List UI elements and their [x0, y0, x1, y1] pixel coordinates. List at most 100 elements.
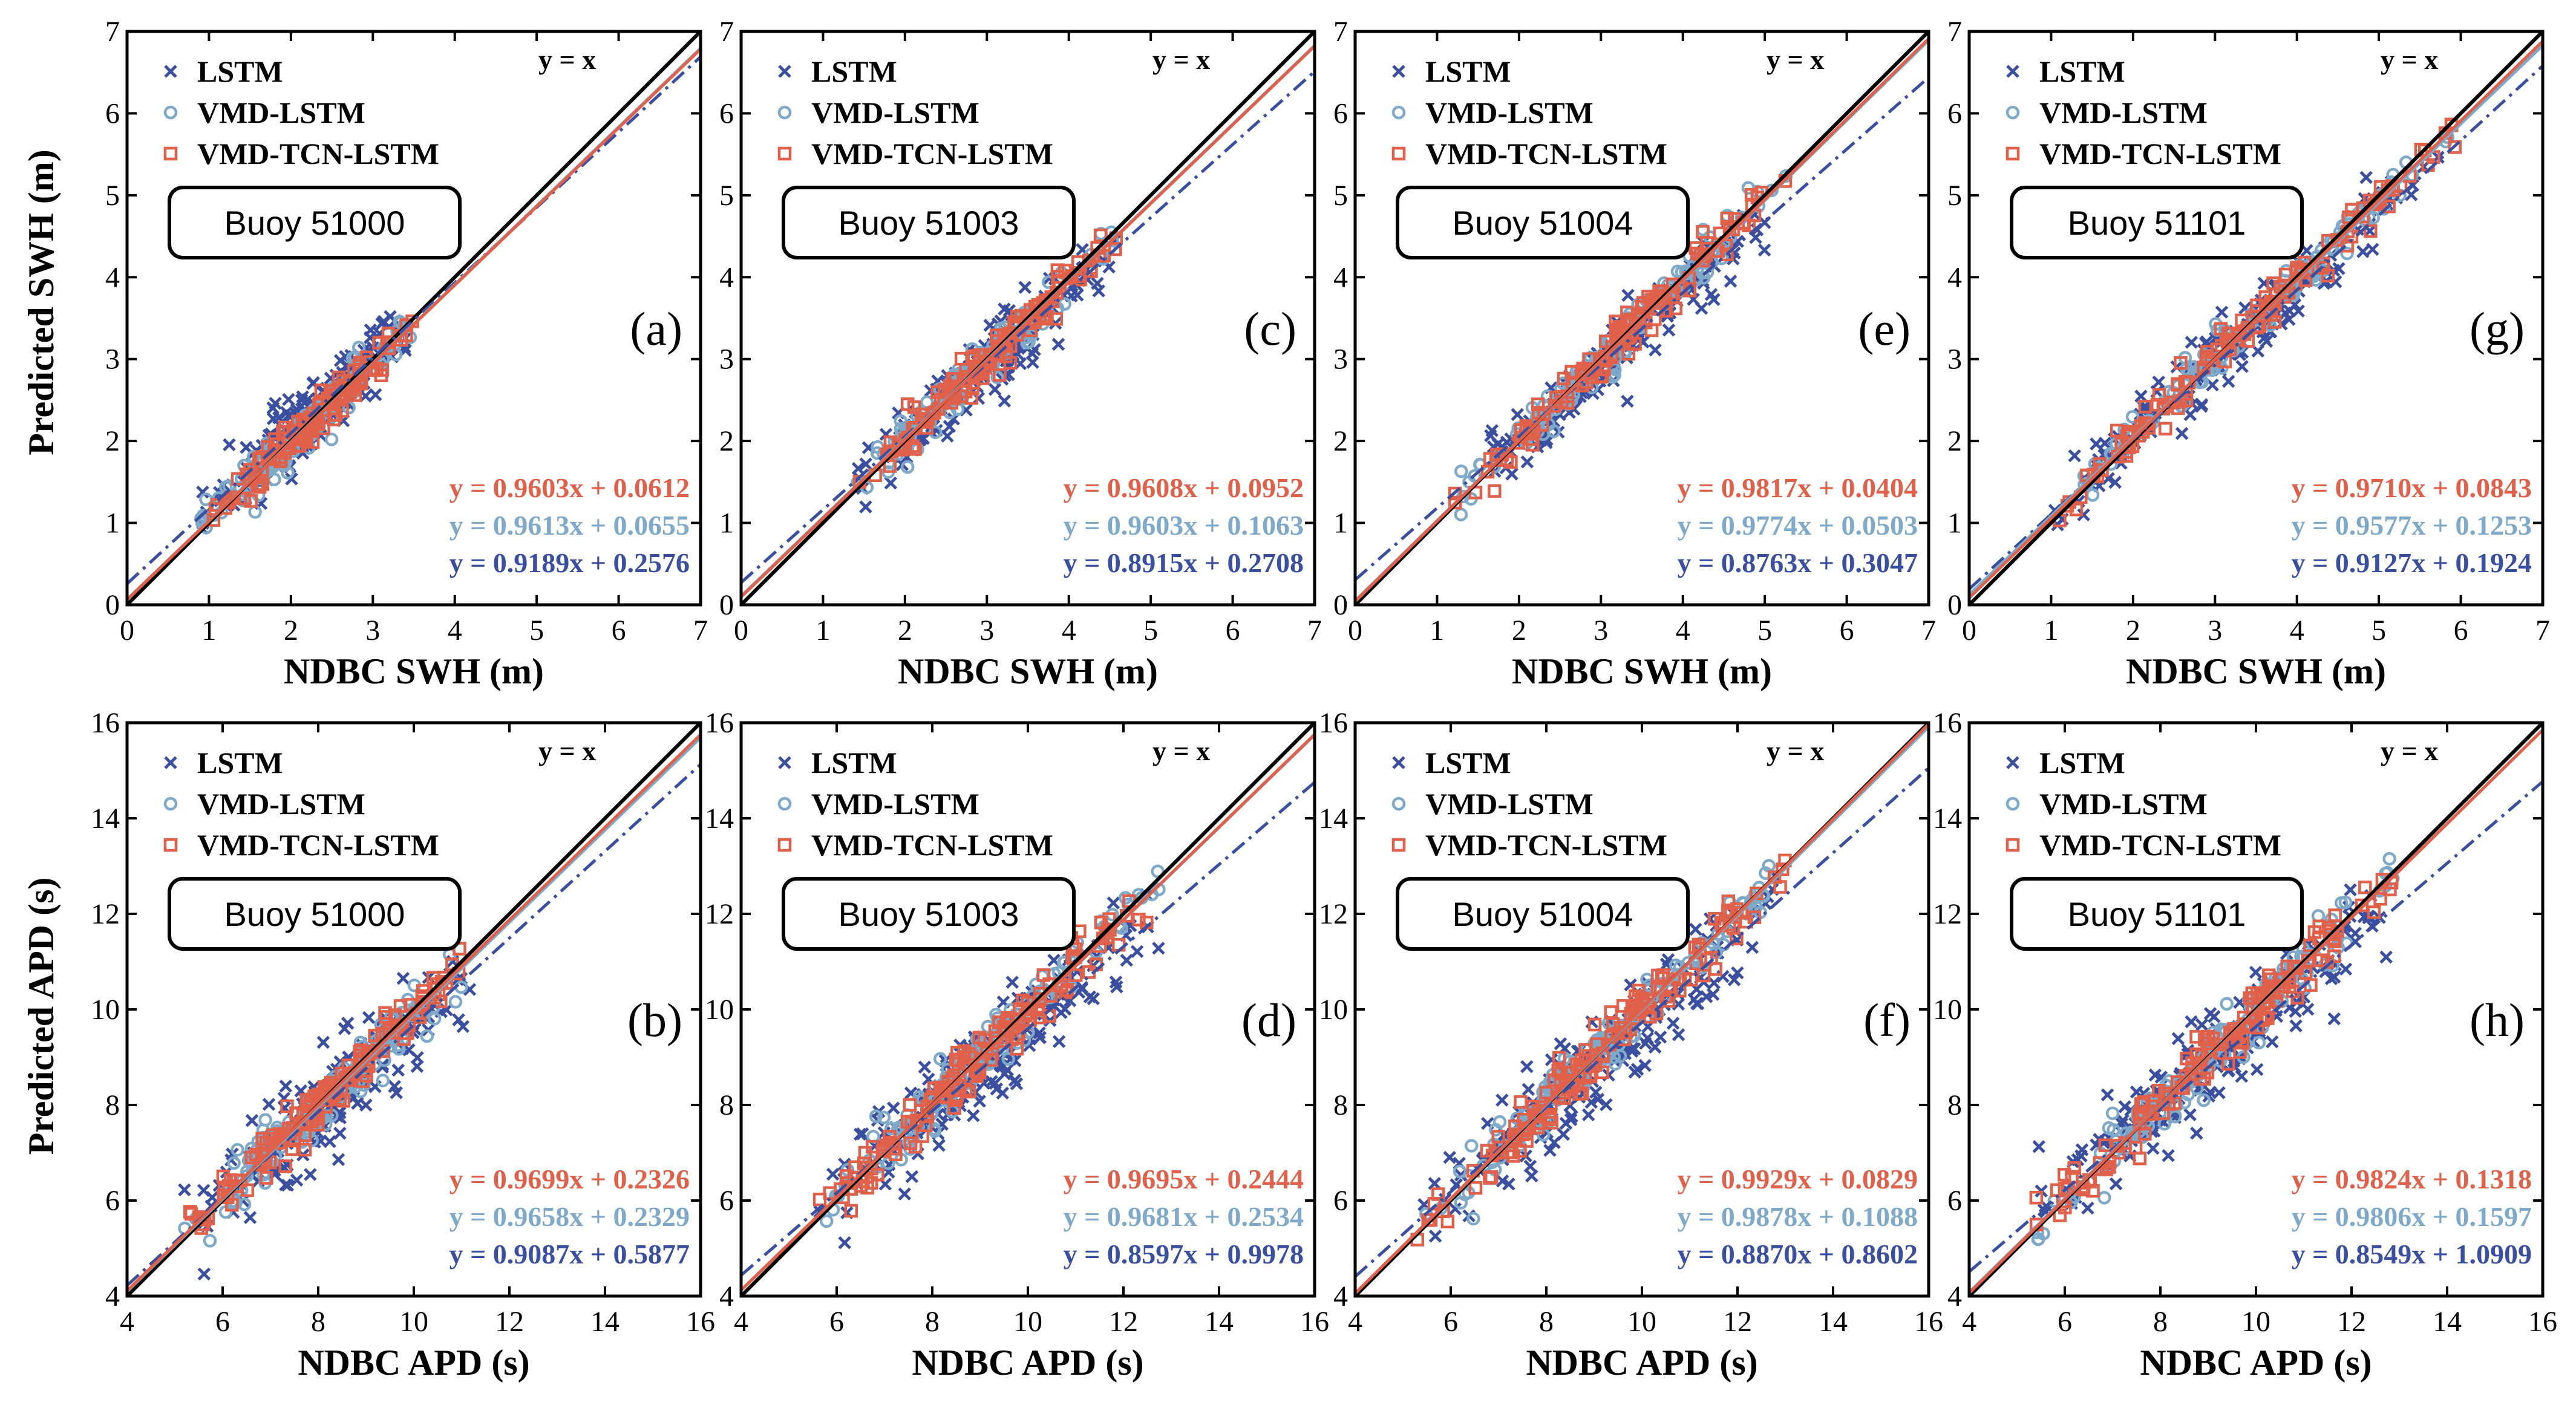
fit-equation-vmd-tcn-lstm: y = 0.9608x + 0.0952 — [1064, 472, 1304, 503]
point-vmd-tcn-lstm — [2316, 256, 2330, 270]
point-lstm — [1051, 337, 1065, 351]
y-tick-label: 0 — [719, 589, 734, 621]
point-vmd-tcn-lstm — [1049, 312, 1063, 326]
point-lstm — [996, 1086, 1010, 1100]
point-vmd-tcn-lstm — [1488, 484, 1502, 498]
y-tick-label: 10 — [1933, 994, 1962, 1026]
point-lstm — [2195, 398, 2209, 411]
point-lstm — [2152, 375, 2165, 389]
y-tick-label: 7 — [1333, 16, 1348, 48]
point-vmd-tcn-lstm — [926, 406, 940, 421]
point-vmd-tcn-lstm — [1643, 1009, 1657, 1024]
x-tick-label: 8 — [311, 1306, 325, 1338]
point-lstm — [1653, 1031, 1667, 1044]
point-vmd-tcn-lstm — [1102, 912, 1116, 926]
point-vmd-lstm — [237, 1198, 252, 1211]
x-tick-label: 16 — [2528, 1306, 2557, 1338]
axes-frame — [1353, 30, 1930, 607]
legend-marker-vmd-tcn-lstm — [777, 838, 792, 852]
point-vmd-tcn-lstm — [2110, 1139, 2125, 1153]
legend-marker-vmd-lstm — [777, 105, 792, 120]
point-lstm — [1033, 1031, 1047, 1044]
fit-line-vmd-tcn-lstm — [741, 733, 1315, 1292]
y-tick-label: 1 — [719, 507, 734, 539]
point-lstm — [2250, 1063, 2264, 1077]
y-tick-label: 10 — [705, 994, 734, 1026]
point-vmd-tcn-lstm — [1648, 312, 1662, 326]
x-tick-label: 3 — [1594, 614, 1608, 647]
x-tick-label: 14 — [590, 1306, 619, 1338]
x-tick-label: 1 — [816, 614, 830, 647]
x-tick-label: 4 — [1962, 1306, 1976, 1338]
point-vmd-tcn-lstm — [183, 1205, 197, 1219]
y-tick-label: 7 — [1947, 16, 1962, 48]
point-vmd-tcn-lstm — [2367, 905, 2381, 919]
buoy-box — [2010, 877, 2304, 951]
point-lstm — [456, 1020, 470, 1033]
point-vmd-tcn-lstm — [1767, 870, 1782, 884]
panel-letter: (a) — [630, 302, 682, 355]
point-lstm — [1130, 945, 1144, 958]
x-tick-label: 10 — [1013, 1306, 1042, 1338]
point-vmd-tcn-lstm — [2132, 1107, 2146, 1121]
point-vmd-tcn-lstm — [1529, 1108, 1543, 1123]
y-tick-label: 6 — [105, 97, 120, 129]
point-vmd-lstm — [1465, 1139, 1479, 1153]
legend-marker-vmd-lstm — [2006, 797, 2020, 811]
buoy-box — [782, 877, 1076, 951]
fit-line-vmd-tcn-lstm — [1969, 40, 2543, 599]
legend-label-vmd-lstm: VMD-LSTM — [1425, 787, 1594, 821]
x-tick-label: 7 — [693, 614, 708, 647]
point-vmd-tcn-lstm — [1514, 1095, 1528, 1109]
x-tick-label: 10 — [1627, 1306, 1656, 1338]
x-tick-label: 6 — [1840, 614, 1854, 647]
panel-h: 44 6 6 8 8 10 10 12 12 14 14 16 16 NDBC APD (s) LSTM VM… — [1933, 707, 2557, 1383]
point-vmd-tcn-lstm — [2358, 880, 2372, 895]
axes-frame — [739, 30, 1316, 607]
point-vmd-tcn-lstm — [1014, 309, 1028, 323]
y-tick-label: 7 — [105, 16, 120, 48]
x-tick-label: 12 — [1723, 1306, 1752, 1338]
point-lstm — [1589, 1086, 1603, 1099]
fit-equation-lstm: y = 0.8763x + 0.3047 — [1678, 547, 1918, 578]
point-vmd-tcn-lstm — [2119, 449, 2134, 463]
buoy-label: Buoy 51101 — [2068, 895, 2246, 933]
y-tick-label: 7 — [719, 16, 734, 48]
point-lstm — [2404, 188, 2418, 201]
point-lstm — [998, 394, 1012, 408]
fit-equation-vmd-tcn-lstm: y = 0.9695x + 0.2444 — [1064, 1164, 1304, 1194]
fit-equation-vmd-tcn-lstm: y = 0.9710x + 0.0843 — [2292, 472, 2532, 503]
point-lstm — [1691, 997, 1705, 1011]
fit-equation-vmd-tcn-lstm: y = 0.9929x + 0.0829 — [1678, 1164, 1918, 1194]
point-lstm — [277, 1092, 291, 1105]
point-lstm — [1600, 1098, 1613, 1112]
point-vmd-lstm — [448, 995, 463, 1009]
point-vmd-tcn-lstm — [1505, 1145, 1519, 1159]
legend: LSTM VMD-LSTM VMD-TCN-LSTM — [777, 746, 1053, 862]
point-vmd-lstm — [1001, 1052, 1015, 1066]
point-vmd-lstm — [2220, 997, 2234, 1011]
x-tick-label: 6 — [1226, 614, 1240, 647]
point-lstm — [285, 472, 298, 486]
point-lstm — [1500, 435, 1514, 449]
panel-letter: (h) — [2470, 994, 2525, 1046]
point-lstm — [851, 461, 865, 475]
point-lstm — [1666, 1017, 1680, 1030]
y-tick-label: 1 — [1947, 507, 1962, 539]
point-vmd-lstm — [1151, 864, 1165, 879]
point-lstm — [1565, 1110, 1578, 1123]
point-vmd-lstm — [933, 1052, 947, 1066]
point-lstm — [1662, 324, 1676, 337]
y-tick-label: 5 — [105, 180, 120, 212]
legend: LSTM VMD-LSTM VMD-TCN-LSTM — [163, 54, 439, 171]
point-lstm — [197, 1184, 211, 1197]
point-vmd-lstm — [2036, 1227, 2050, 1240]
point-vmd-lstm — [2085, 488, 2100, 502]
x-tick-label: 2 — [898, 614, 912, 647]
point-vmd-tcn-lstm — [2312, 919, 2326, 933]
point-lstm — [323, 1135, 336, 1149]
panel-c: 00 1 1 2 2 3 3 4 4 5 5 6 6 7 7 NDBC SWH (m) LSTM VMD-LSTM… — [719, 16, 1322, 691]
point-vmd-tcn-lstm — [300, 1099, 314, 1113]
fit-lines — [127, 31, 701, 605]
